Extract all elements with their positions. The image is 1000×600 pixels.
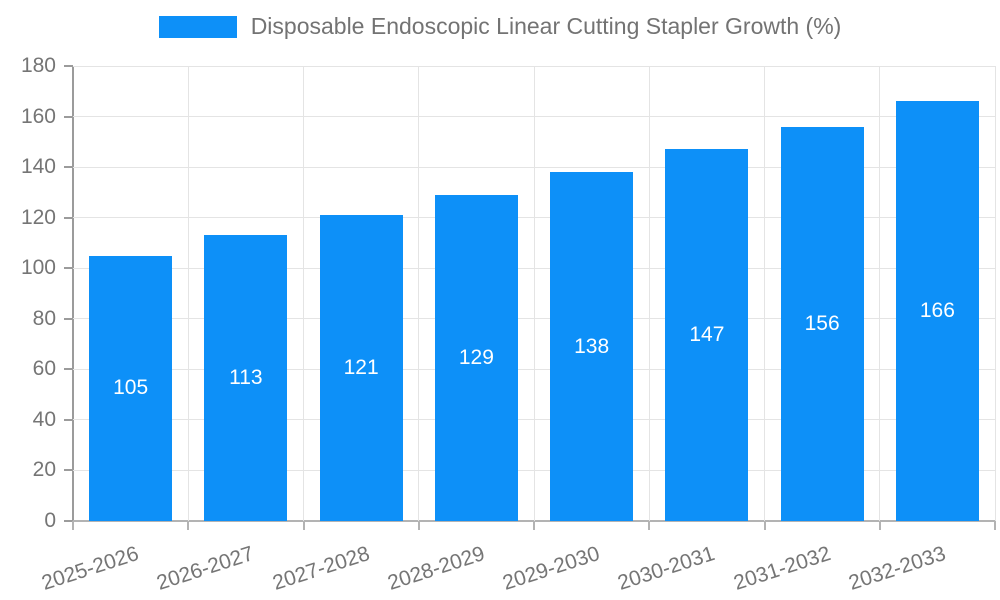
y-tick-label: 140	[20, 155, 56, 179]
bar: 121	[319, 215, 403, 521]
bar-value-label: 156	[804, 311, 840, 335]
x-gridline	[303, 66, 304, 521]
bar: 147	[665, 149, 749, 521]
bar: 166	[895, 101, 979, 521]
x-gridline	[533, 66, 535, 521]
x-tick	[878, 521, 881, 530]
x-tick-label: 2027-2028	[269, 542, 373, 595]
y-tick-label: 160	[20, 104, 56, 128]
y-tick	[64, 418, 73, 421]
y-tick-label: 0	[44, 509, 56, 532]
x-tick	[994, 521, 996, 530]
x-tick-label: 2032-2033	[845, 542, 949, 595]
bar-value-label: 121	[343, 356, 379, 380]
legend-swatch	[158, 15, 237, 38]
x-gridline	[648, 66, 650, 521]
x-tick	[533, 521, 535, 530]
plot-area: 105 113 121 129 138 147 156 166	[73, 65, 996, 521]
x-tick	[648, 521, 651, 530]
bar-value-label: 166	[919, 299, 955, 323]
x-tick-label: 2025-2026	[39, 542, 142, 595]
x-tick-label: 2026-2027	[154, 542, 257, 595]
bar-value-label: 113	[229, 366, 263, 390]
bar-value-label: 138	[574, 334, 610, 358]
x-tick	[763, 521, 766, 530]
bar-value-label: 105	[113, 376, 149, 400]
y-tick-label: 20	[32, 458, 56, 482]
y-tick-label: 120	[20, 205, 56, 229]
x-tick	[72, 521, 74, 530]
y-tick-label: 180	[20, 54, 56, 77]
bar-value-label: 147	[689, 323, 725, 347]
y-tick-label: 40	[32, 407, 56, 431]
x-tick-label: 2030-2031	[615, 542, 718, 595]
bar: 156	[780, 126, 864, 521]
x-gridline	[418, 66, 420, 521]
y-tick	[64, 469, 73, 472]
x-gridline	[187, 66, 189, 521]
y-tick	[64, 166, 73, 169]
y-tick	[64, 115, 73, 118]
x-tick	[302, 521, 305, 530]
y-tick	[64, 65, 73, 67]
y-tick	[64, 317, 73, 320]
y-axis-line	[72, 66, 74, 521]
x-gridline	[879, 66, 881, 521]
y-tick	[64, 520, 73, 522]
bar: 138	[550, 172, 634, 521]
x-tick	[187, 521, 190, 530]
x-tick	[417, 521, 420, 530]
bar: 129	[434, 194, 518, 521]
x-tick-label: 2028-2029	[384, 542, 488, 595]
y-tick	[64, 267, 73, 270]
y-tick-label: 80	[32, 306, 56, 330]
x-gridline	[764, 66, 765, 521]
y-tick	[64, 216, 73, 219]
x-tick-label: 2029-2030	[500, 542, 603, 595]
x-tick-label: 2031-2032	[730, 542, 834, 595]
legend[interactable]: Disposable Endoscopic Linear Cutting Sta…	[0, 13, 1000, 40]
bar-value-label: 129	[458, 345, 494, 369]
legend-label: Disposable Endoscopic Linear Cutting Sta…	[250, 13, 842, 39]
bar: 105	[89, 255, 173, 521]
y-tick-label: 100	[20, 256, 56, 280]
y-tick-label: 60	[32, 357, 56, 381]
y-tick	[64, 368, 73, 371]
x-gridline	[994, 66, 996, 521]
bar: 113	[204, 235, 288, 521]
